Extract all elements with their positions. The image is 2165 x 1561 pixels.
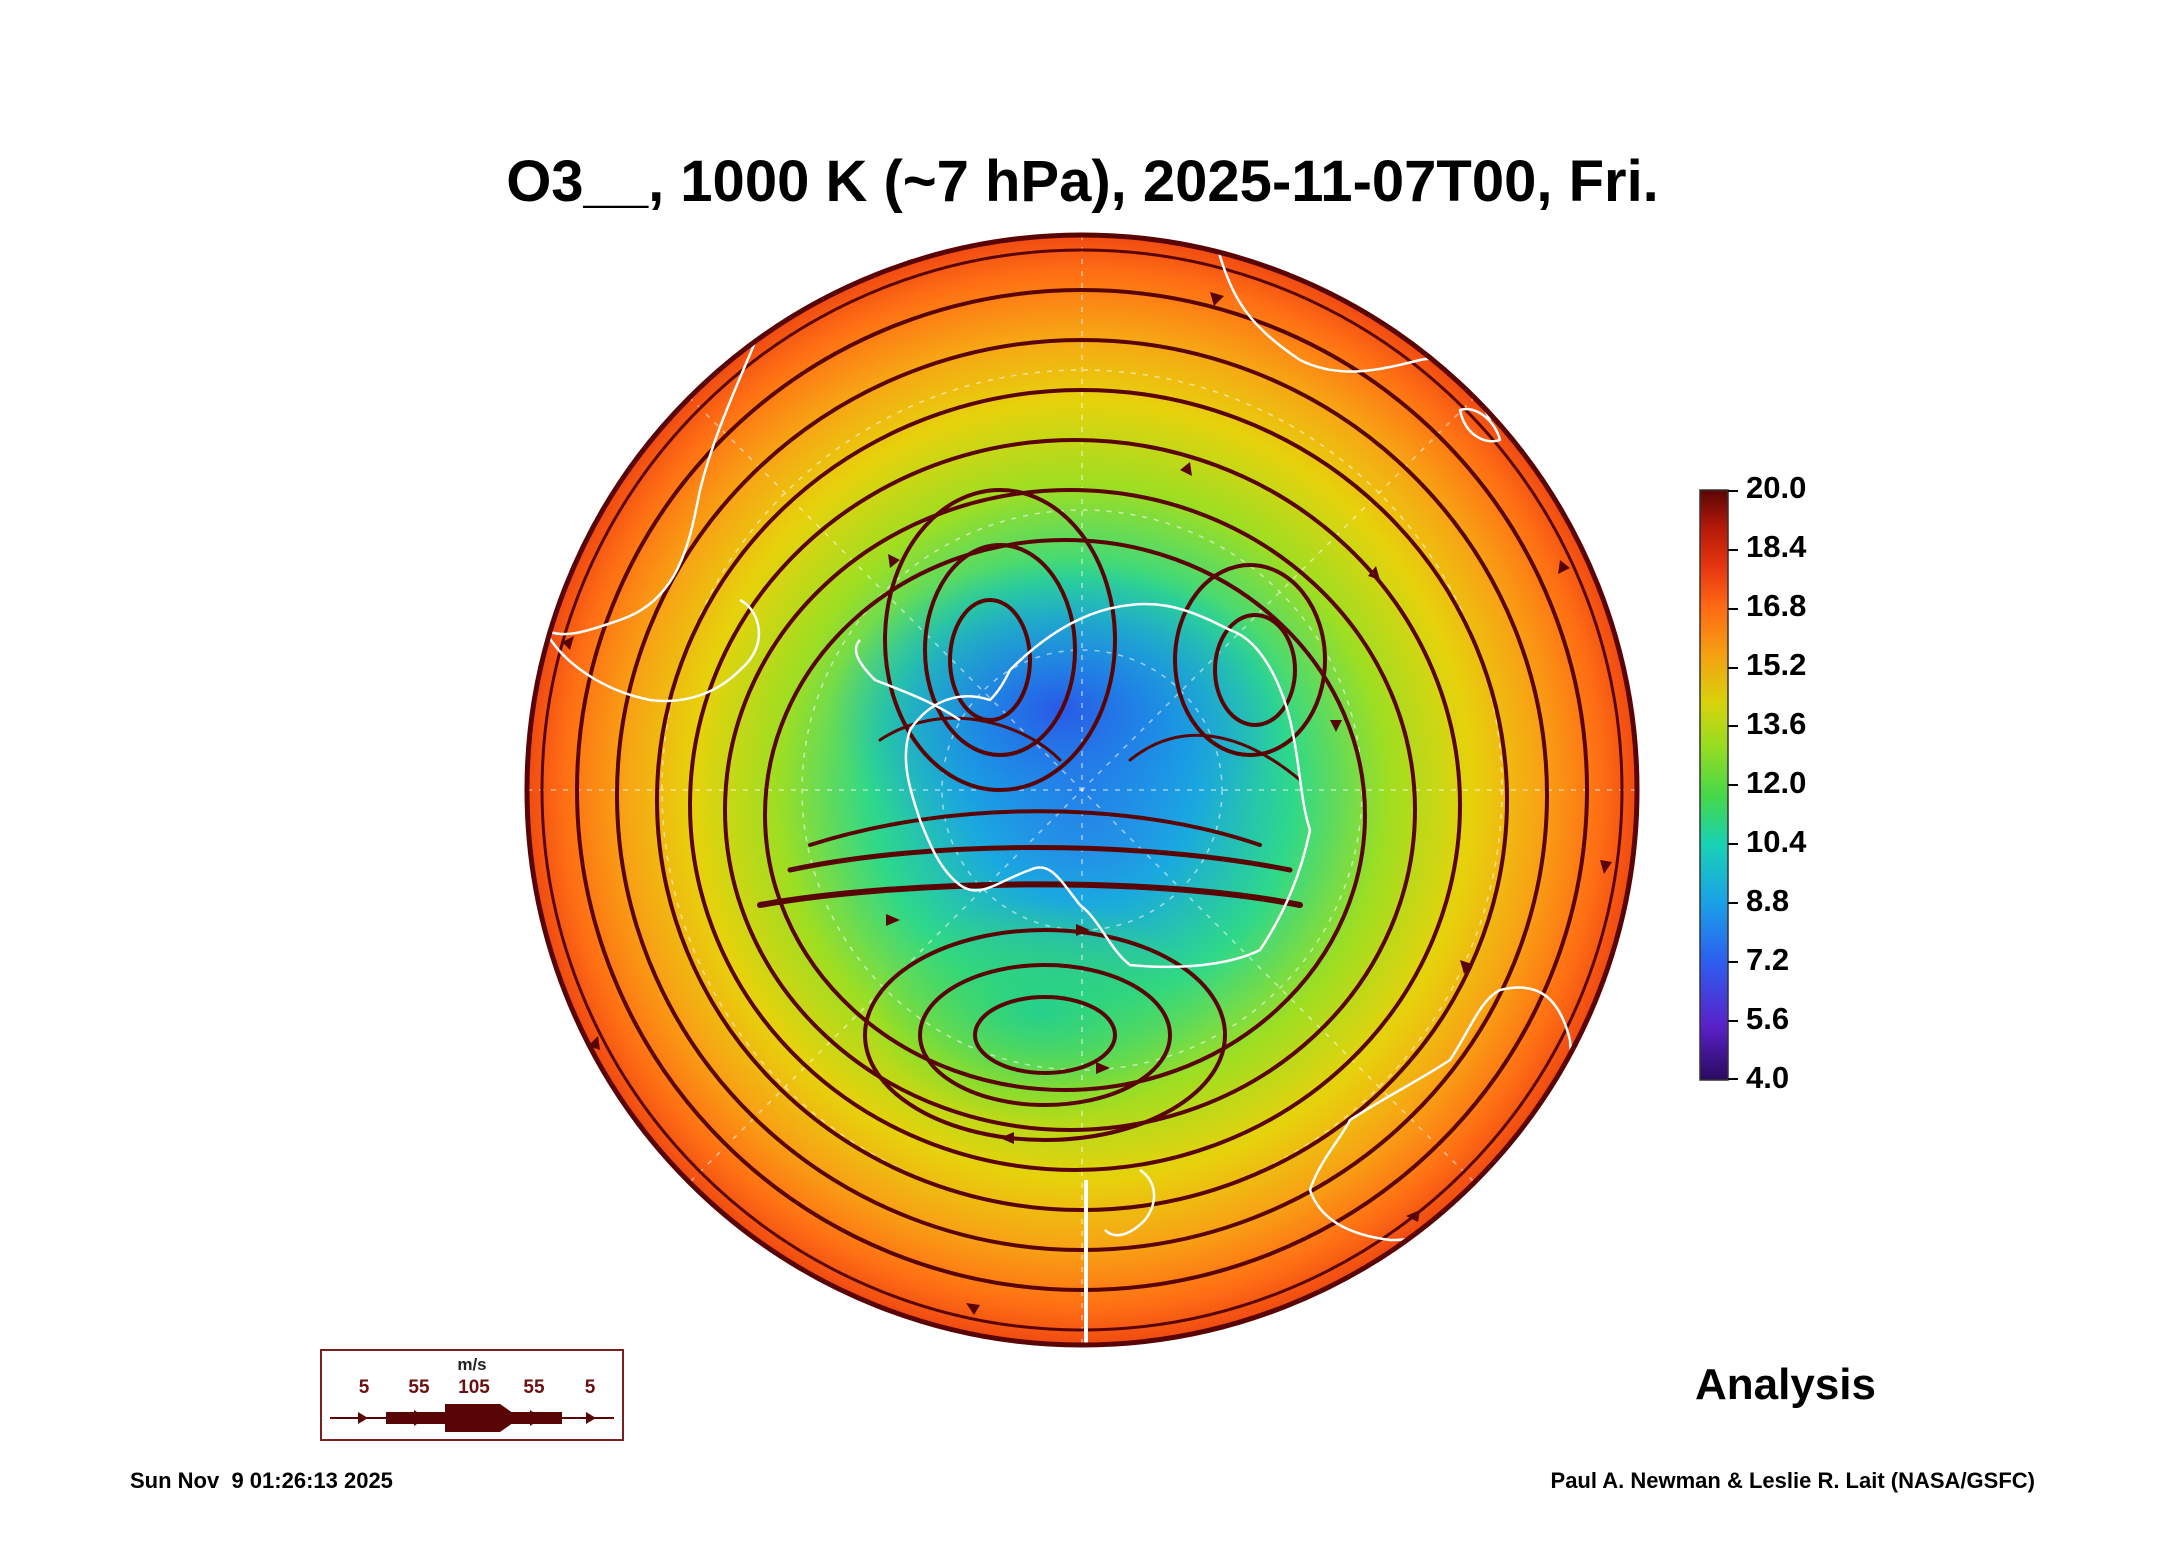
wind-speed-legend: m/s 5 55 105 55 5 (320, 1349, 624, 1441)
colorbar-tick-label: 8.8 (1746, 883, 1790, 918)
wind-legend-value: 55 (523, 1377, 545, 1398)
colorbar-tick-label: 15.2 (1746, 647, 1807, 682)
antarctic-peninsula-coastline (854, 639, 961, 722)
madagascar-coastline (1458, 407, 1502, 443)
colorbar-tick-label: 4.0 (1746, 1060, 1790, 1095)
analysis-label: Analysis (1695, 1360, 1876, 1409)
colorbar-tick-label: 5.6 (1746, 1001, 1790, 1036)
new-zealand-coastline (1104, 1168, 1156, 1237)
colorbar (1699, 489, 1729, 1081)
colorbar-tick-label: 12.0 (1746, 765, 1807, 800)
wind-legend-bar (330, 1404, 614, 1432)
colorbar-tick-label: 7.2 (1746, 942, 1790, 977)
wind-legend-unit: m/s (457, 1355, 487, 1374)
antarctica-coastline (904, 602, 1312, 969)
timestamp: Sun Nov 9 01:26:13 2025 (130, 1468, 393, 1493)
map-rim (524, 232, 1640, 1348)
wind-legend-value: 5 (358, 1377, 370, 1398)
colorbar-tick-label: 20.0 (1746, 470, 1807, 505)
colorbar-tick-label: 10.4 (1746, 824, 1807, 859)
wind-legend-value: 5 (584, 1377, 596, 1398)
colorbar-tick-label: 16.8 (1746, 588, 1807, 623)
colorbar-tick-label: 18.4 (1746, 529, 1807, 564)
wind-streamlines (540, 248, 1624, 1332)
credit: Paul A. Newman & Leslie R. Lait (NASA/GS… (1550, 1468, 2035, 1493)
colorbar-ticks (1728, 490, 1738, 1080)
wind-legend-value: 105 (458, 1377, 490, 1398)
colorbar-tick-label: 13.6 (1746, 706, 1807, 741)
wind-legend-value: 55 (408, 1377, 430, 1398)
ozone-field (527, 235, 1637, 1345)
chart-title: O3__, 1000 K (~7 hPa), 2025-11-07T00, Fr… (506, 149, 1659, 214)
